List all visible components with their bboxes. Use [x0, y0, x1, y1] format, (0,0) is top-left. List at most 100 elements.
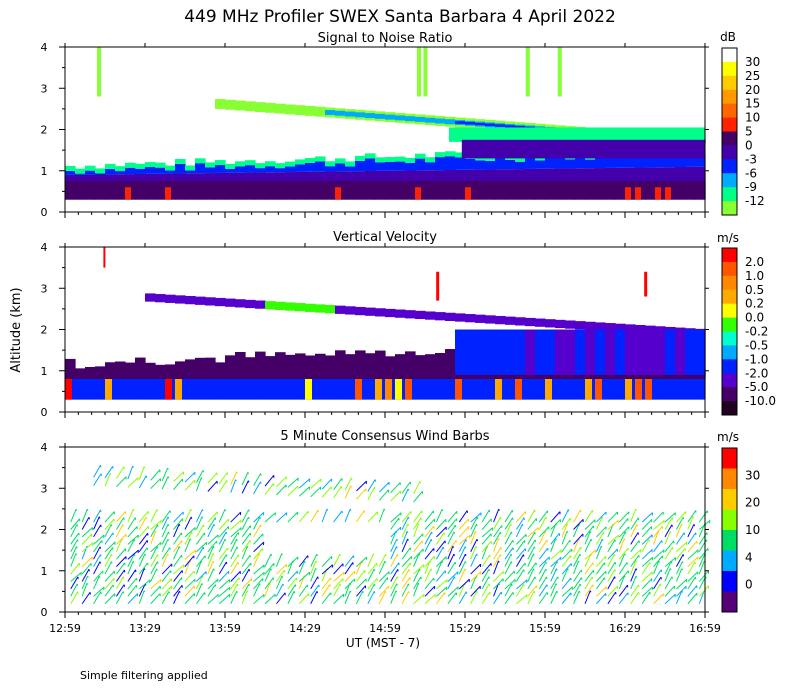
vv-cell — [575, 329, 586, 375]
wind-barb — [230, 554, 239, 567]
vv-cell — [425, 370, 436, 400]
vv-cell — [475, 329, 486, 375]
wind-barb-flag — [383, 508, 386, 511]
wind-barb — [150, 568, 158, 582]
wind-barb — [275, 575, 283, 590]
wind-barb — [138, 583, 146, 597]
x-tick-label: 15:29 — [449, 622, 481, 635]
vv-cell — [235, 351, 246, 379]
wind-barb — [127, 549, 139, 560]
wind-barb — [470, 539, 478, 552]
wind-barb — [470, 575, 477, 590]
wind-barb — [493, 517, 501, 530]
wind-barb — [241, 569, 250, 582]
colorbar-swatch — [722, 448, 737, 469]
wind-barb — [584, 576, 593, 590]
wind-barb — [127, 534, 139, 545]
wind-barb — [344, 485, 352, 499]
wind-barb — [253, 578, 264, 590]
wind-barb — [516, 548, 526, 560]
wind-barb — [470, 516, 478, 530]
wind-barb-flag — [247, 472, 250, 475]
x-tick-label: 14:59 — [369, 622, 401, 635]
vv-cell — [485, 315, 496, 324]
vv-cell — [125, 362, 136, 379]
wind-barb — [527, 546, 535, 560]
wind-barb — [653, 525, 663, 538]
wind-barb — [481, 518, 492, 530]
wind-barb — [184, 549, 196, 560]
wind-barb — [573, 583, 581, 597]
wind-barb — [676, 585, 687, 597]
wind-barb-flag — [110, 524, 113, 527]
wind-barb — [367, 479, 376, 492]
wind-barb-flag — [99, 546, 102, 549]
wind-barb-flag — [350, 485, 352, 488]
wind-barb — [538, 510, 548, 523]
wind-barb-flag — [122, 524, 124, 527]
wind-barb — [116, 569, 125, 582]
snr-cell — [215, 99, 226, 109]
y-tick-label: 4 — [41, 241, 48, 254]
wind-barb-flag — [236, 538, 238, 541]
vv-cell — [225, 370, 236, 400]
wind-barb — [287, 556, 299, 567]
wind-barb — [630, 560, 637, 575]
wind-barb — [390, 531, 397, 545]
vv-cell — [165, 379, 172, 400]
snr-cell — [145, 167, 156, 174]
vv-cell — [435, 370, 446, 400]
wind-barb — [447, 586, 459, 597]
wind-barb-flag — [476, 539, 479, 542]
wind-barb — [675, 590, 683, 604]
wind-barb — [596, 532, 605, 545]
wind-barb — [264, 568, 272, 582]
wind-barb — [184, 471, 196, 483]
wind-barb — [104, 547, 114, 560]
wind-barb — [115, 538, 123, 552]
wind-barb — [527, 585, 538, 597]
wind-barb — [173, 478, 183, 491]
wind-barb — [150, 509, 158, 523]
wind-barb — [333, 510, 343, 523]
snr-cell — [535, 160, 546, 169]
wind-barb — [196, 555, 206, 567]
wind-barb — [93, 586, 105, 597]
wind-barb — [390, 538, 398, 552]
wind-barb — [573, 518, 584, 530]
vv-cell — [395, 309, 406, 318]
colorbar-level-label: -9 — [745, 180, 757, 194]
wind-barb — [81, 563, 92, 575]
wind-barb — [195, 470, 204, 483]
wind-barb — [424, 593, 436, 605]
wind-barb — [470, 531, 476, 545]
wind-barb — [458, 591, 467, 605]
wind-barb — [504, 561, 512, 575]
snr-cell — [405, 181, 416, 200]
snr-band — [449, 127, 705, 142]
colorbar-swatch — [722, 387, 737, 402]
wind-barb-flag — [143, 590, 146, 593]
wind-barb-flag — [408, 591, 410, 594]
wind-barb — [104, 524, 112, 538]
colorbar-swatch — [722, 187, 737, 202]
wind-barb — [321, 592, 332, 605]
wind-barb — [161, 524, 169, 538]
vv-cell — [605, 323, 616, 332]
wind-barb — [550, 590, 558, 604]
wind-barb — [390, 590, 397, 604]
snr-cell — [165, 165, 176, 171]
vv-cell — [465, 314, 476, 323]
wind-barb — [150, 524, 159, 538]
colorbar-level-label: 20 — [745, 496, 760, 510]
wind-barb — [470, 585, 481, 597]
wind-barb-flag — [681, 523, 683, 526]
colorbar-level-label: -12 — [745, 194, 765, 208]
wind-barb — [138, 568, 145, 582]
wind-barb-flag — [247, 480, 250, 483]
wind-barb — [127, 584, 137, 597]
wind-barb-flag — [623, 575, 626, 578]
snr-cell — [395, 181, 406, 200]
snr-cell — [695, 154, 706, 167]
snr-cell — [285, 104, 296, 115]
